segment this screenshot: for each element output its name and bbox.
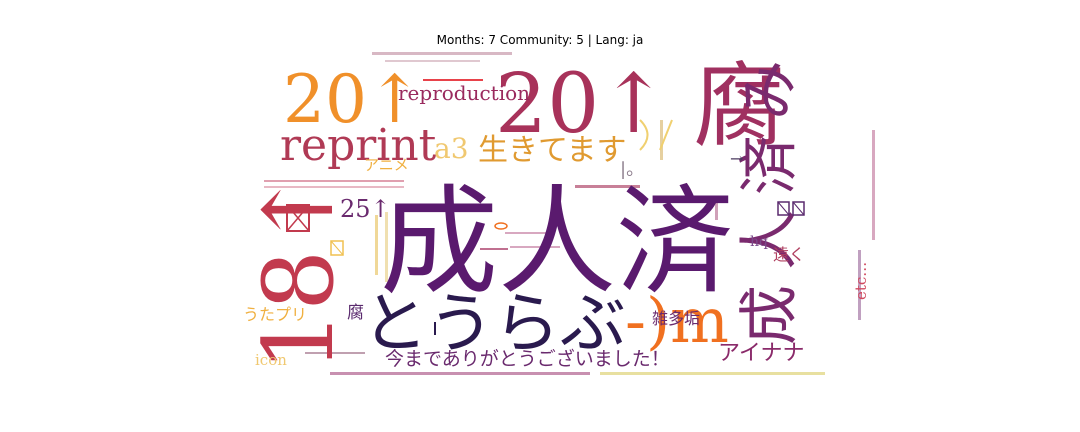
word-imamade: 今までありがとうございました！ xyxy=(385,347,670,370)
word-18-up: 18↑ xyxy=(243,169,355,372)
word-zatta-aka: 雑多垢 xyxy=(652,309,700,328)
word-utapuri: うたプリ xyxy=(243,305,307,324)
word-dashes: ―― xyxy=(423,61,483,96)
word-icon: icon xyxy=(255,351,287,369)
word-bar-period: |。 xyxy=(620,159,644,180)
word-reproduction: reproduction xyxy=(398,81,530,105)
word-ikitemasu: 生きてます xyxy=(478,133,627,168)
word-arrow: → xyxy=(730,149,743,168)
tiny-filler-text xyxy=(264,52,875,375)
word-fu-small: 腐 xyxy=(347,303,364,323)
word-a3: a3 xyxy=(434,132,469,165)
word-reprint: reprint xyxy=(280,120,437,171)
word-20-up-large: 20↑ xyxy=(495,57,668,152)
word-tooku: 遠く xyxy=(773,245,805,264)
word-anime: アニメ xyxy=(364,156,409,174)
glyph-box-marks xyxy=(286,119,805,335)
chart-title: Months: 7 Community: 5 | Lang: ja xyxy=(436,33,644,47)
word-25-up: 25↑ xyxy=(340,195,391,223)
word-dash-m: -)m xyxy=(625,284,729,357)
word-ainana: アイナナ xyxy=(718,341,804,366)
word-touraburu: とうらぶ xyxy=(362,285,626,362)
word-hq: hq xyxy=(750,234,768,250)
word-fu-large: 腐 xyxy=(693,53,785,160)
word-etc: etc… xyxy=(852,262,870,300)
word-shisei-zumi: 成人済 xyxy=(380,173,734,311)
word-20-up-orange: 20↑ xyxy=(283,61,422,138)
